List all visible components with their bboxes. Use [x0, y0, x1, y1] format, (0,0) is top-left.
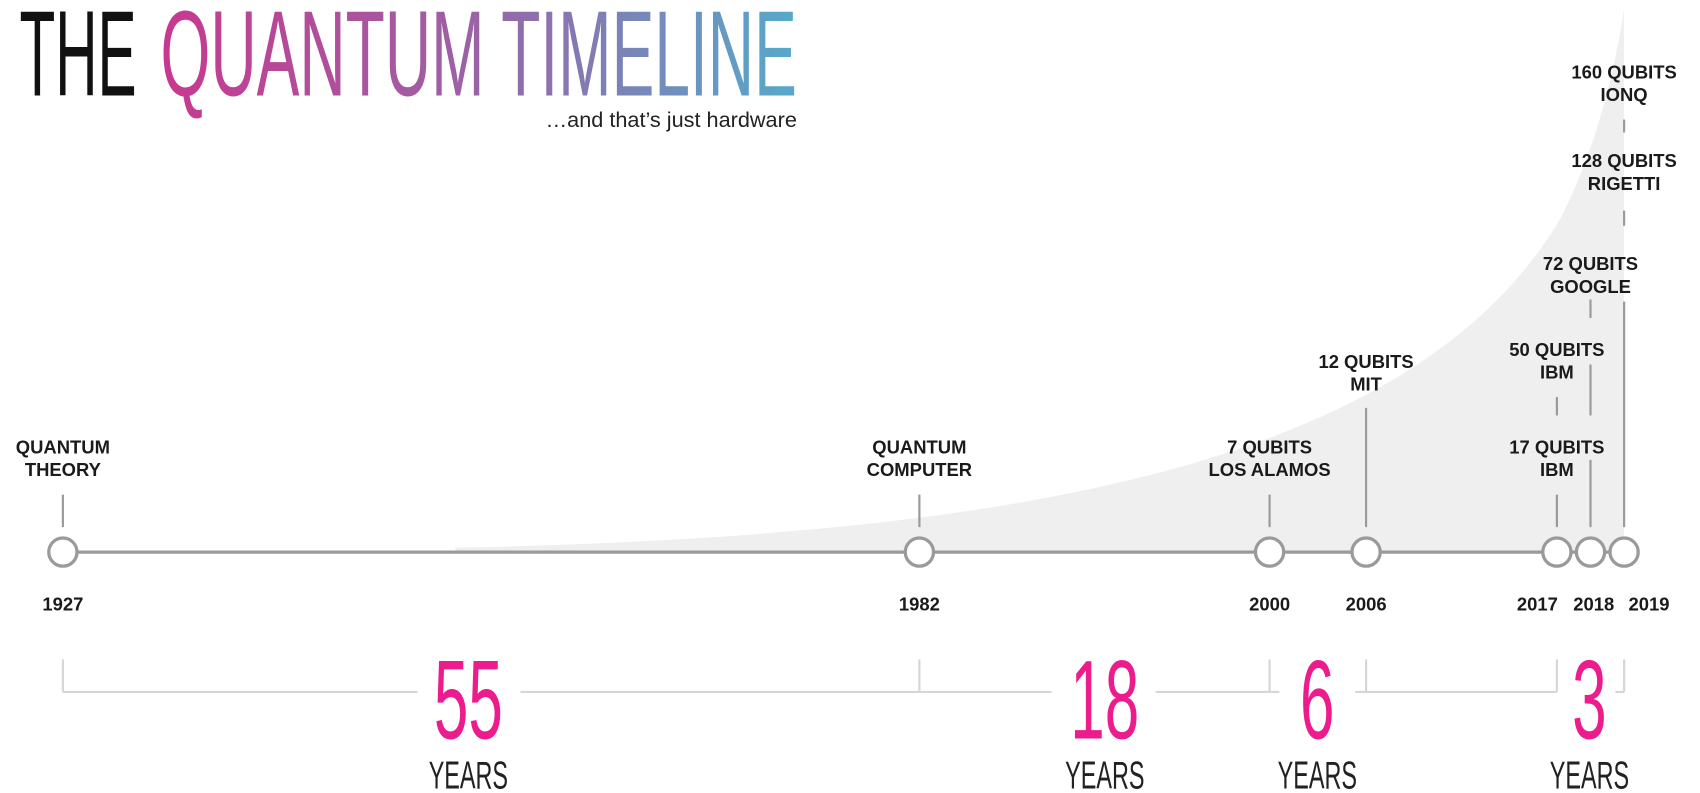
- event-label: GOOGLE: [1550, 276, 1631, 297]
- event-label: 72 QUBITS: [1543, 253, 1638, 274]
- event-label: IBM: [1540, 362, 1574, 383]
- timeline-node: [1574, 536, 1607, 568]
- growth-area: [455, 8, 1625, 553]
- title-prefix: THE: [20, 0, 137, 122]
- event-label: QUANTUM: [872, 436, 966, 457]
- timeline-node: [47, 536, 79, 568]
- year-label: 2018: [1573, 594, 1614, 615]
- year-label: 1982: [899, 594, 940, 615]
- year-label: 1927: [42, 594, 83, 615]
- year-label: 2017: [1517, 594, 1558, 615]
- event-label: 50 QUBITS: [1509, 339, 1604, 360]
- subtitle: …and that’s just hardware: [546, 107, 797, 132]
- event-label: RIGETTI: [1588, 173, 1661, 194]
- timeline-node: [1350, 536, 1382, 568]
- year-label: 2006: [1346, 594, 1387, 615]
- event-label: COMPUTER: [867, 459, 972, 480]
- interval-number: 3: [1572, 638, 1606, 763]
- timeline-node: [1541, 536, 1573, 568]
- event-label: 7 QUBITS: [1227, 436, 1312, 457]
- timeline-node: [1608, 536, 1640, 568]
- event-label: QUANTUM: [16, 436, 110, 457]
- interval-unit: YEARS: [1550, 753, 1629, 793]
- event-label: 12 QUBITS: [1318, 351, 1413, 372]
- event-label: IBM: [1540, 459, 1574, 480]
- timeline-node: [1253, 536, 1286, 568]
- interval-number: 18: [1070, 638, 1139, 763]
- year-label: 2019: [1629, 594, 1670, 615]
- interval-number: 6: [1300, 638, 1334, 763]
- event-label: IONQ: [1601, 84, 1648, 105]
- interval-unit: YEARS: [429, 753, 508, 793]
- event-label: MIT: [1350, 374, 1382, 395]
- event-label: 128 QUBITS: [1571, 150, 1676, 171]
- timeline-node: [903, 536, 936, 568]
- event-label: THEORY: [25, 459, 101, 480]
- interval-number: 55: [434, 638, 503, 763]
- event-label: 160 QUBITS: [1571, 61, 1676, 82]
- title-main: QUANTUM TIMELINE: [160, 0, 796, 122]
- interval-unit: YEARS: [1278, 753, 1357, 793]
- event-label: LOS ALAMOS: [1209, 459, 1331, 480]
- interval-unit: YEARS: [1065, 753, 1144, 793]
- event-label: 17 QUBITS: [1509, 436, 1604, 457]
- year-label: 2000: [1249, 594, 1290, 615]
